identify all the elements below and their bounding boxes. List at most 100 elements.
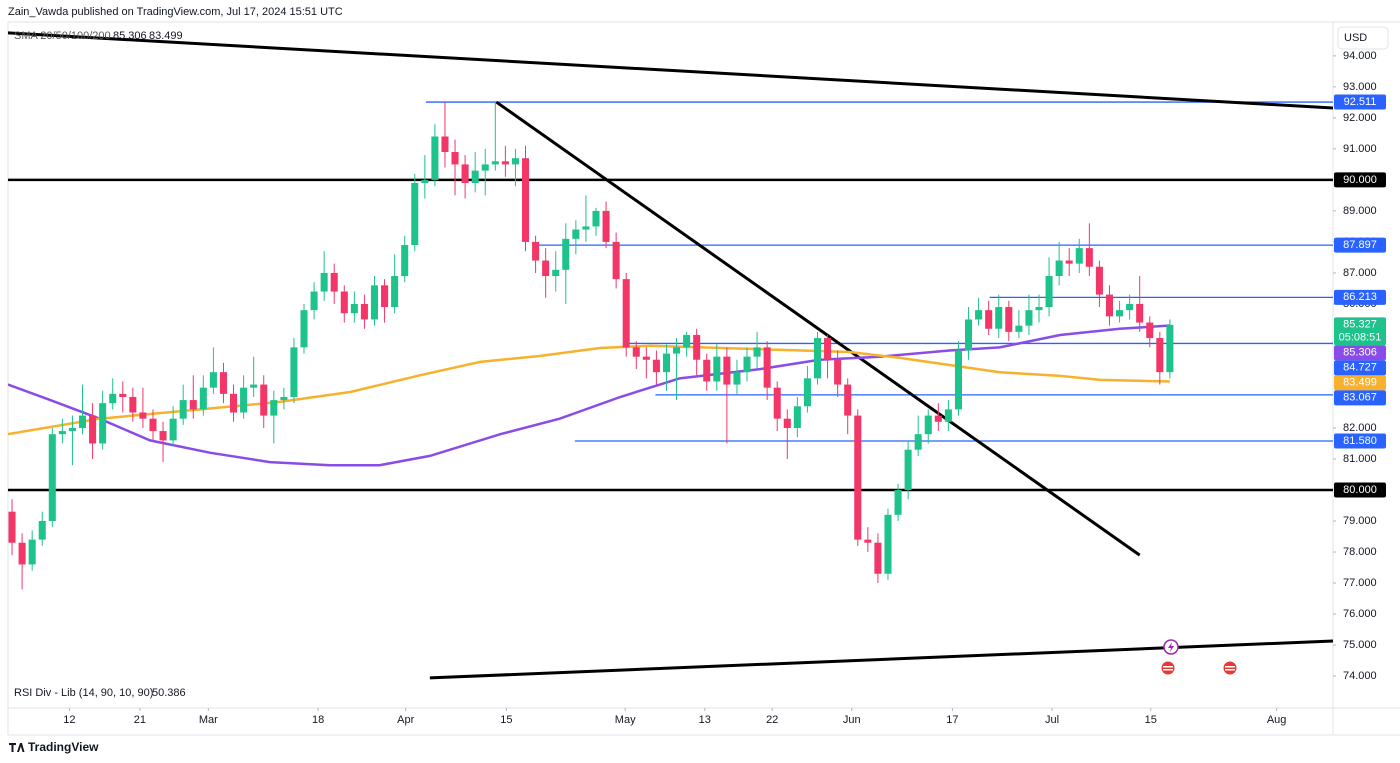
price-badge — [1334, 317, 1386, 346]
x-tick-label: 22 — [766, 714, 778, 726]
candle-body — [723, 356, 731, 385]
candle-body — [733, 372, 741, 385]
candle-body — [1045, 276, 1053, 308]
candle-body — [451, 151, 459, 165]
candle-body — [592, 210, 600, 227]
candle-body — [89, 415, 97, 444]
price-badge — [1334, 345, 1386, 361]
candle-body — [8, 511, 16, 543]
event-flag[interactable] — [1222, 660, 1238, 676]
candle-body — [985, 310, 993, 329]
candle-body — [330, 272, 338, 292]
candle-body — [834, 359, 842, 385]
candle-body — [773, 387, 781, 419]
y-tick-label: 91.000 — [1343, 143, 1377, 155]
candle-body — [713, 356, 721, 382]
candle-body — [300, 310, 308, 348]
currency-box[interactable] — [1337, 26, 1389, 50]
candle-body — [854, 415, 862, 540]
candle-body — [944, 409, 952, 422]
event-icons[interactable] — [1160, 639, 1238, 676]
candle-body — [360, 303, 368, 320]
candle-body — [139, 412, 147, 419]
candle-body — [290, 347, 298, 397]
candle-body — [431, 136, 439, 180]
price-badge-label: 84.727 — [1343, 362, 1377, 374]
y-tick-label: 74.000 — [1343, 670, 1377, 682]
plot-area — [8, 31, 1333, 680]
event-flag — [1163, 669, 1173, 671]
legend-value: 85.306 — [113, 30, 147, 42]
candle-body — [1166, 324, 1174, 373]
event-flag — [1225, 666, 1235, 668]
candle-body — [793, 406, 801, 428]
x-tick-label: 15 — [500, 714, 512, 726]
candle-body — [310, 291, 318, 311]
candle-body — [954, 350, 962, 410]
price-badge-label: 81.580 — [1343, 435, 1377, 447]
y-tick-label: 79.000 — [1343, 515, 1377, 527]
candle-body — [552, 269, 560, 277]
indicator-value: 50.386 — [152, 687, 186, 699]
candle-body — [874, 542, 882, 574]
candle-body — [1075, 248, 1083, 264]
candle-body — [693, 334, 701, 360]
candle-body — [813, 338, 822, 379]
candle-body — [924, 415, 932, 435]
candle-body — [189, 400, 197, 410]
trend-line — [495, 100, 1141, 557]
price-badge — [1334, 172, 1386, 188]
price-badge — [1334, 94, 1386, 110]
candle-body — [501, 161, 509, 165]
candle-body — [995, 307, 1003, 329]
price-badge — [1334, 237, 1386, 253]
price-badge — [1334, 360, 1386, 376]
y-tick-label: 94.000 — [1343, 50, 1377, 62]
candle-body — [1116, 310, 1124, 317]
candle-body — [28, 539, 36, 565]
candle-body — [703, 359, 711, 382]
candle-body — [652, 359, 660, 373]
price-badge — [1334, 482, 1386, 498]
candle-body — [280, 396, 288, 401]
candle-body — [662, 353, 670, 373]
candle-body — [763, 347, 771, 388]
candle-body — [562, 238, 570, 270]
countdown: 05:08:51 — [1339, 332, 1382, 344]
trend-line — [429, 639, 1333, 680]
x-tick-label: 12 — [63, 714, 75, 726]
brand: TradingView — [9, 740, 99, 754]
candle-body — [350, 303, 358, 314]
candle-body — [481, 164, 489, 171]
candle-body — [370, 285, 379, 320]
candle-body — [1136, 303, 1144, 323]
candle-body — [975, 310, 983, 320]
candle-body — [602, 210, 610, 242]
candle-body — [48, 434, 56, 522]
legend-value: 83.499 — [149, 30, 183, 42]
x-tick-label: 13 — [699, 714, 711, 726]
candle-body — [1065, 260, 1073, 264]
legend-label: SMA 20/50/100/200 — [14, 30, 111, 42]
currency[interactable]: USD — [1344, 32, 1367, 44]
candle-body — [884, 514, 892, 574]
candle-body — [129, 396, 137, 413]
event-icon[interactable] — [1168, 642, 1174, 652]
candle-body — [532, 241, 540, 261]
candle-body — [471, 170, 479, 184]
candle-body — [803, 378, 811, 407]
candle-body — [934, 415, 942, 422]
publisher-text: Zain_Vawda published on TradingView.com,… — [8, 6, 343, 18]
price-badge-label: 83.499 — [1343, 377, 1377, 389]
candle-body — [119, 393, 127, 397]
trend-line — [8, 31, 1333, 110]
moving-average — [8, 324, 1170, 467]
candle-body — [78, 415, 87, 428]
event-flag[interactable] — [1160, 660, 1176, 676]
event-flag — [1225, 669, 1235, 671]
y-tick-label: 87.000 — [1343, 267, 1377, 279]
candle-body — [894, 490, 902, 515]
candle-body — [1156, 338, 1164, 373]
candle-body — [99, 403, 107, 444]
candle-body — [572, 229, 580, 239]
